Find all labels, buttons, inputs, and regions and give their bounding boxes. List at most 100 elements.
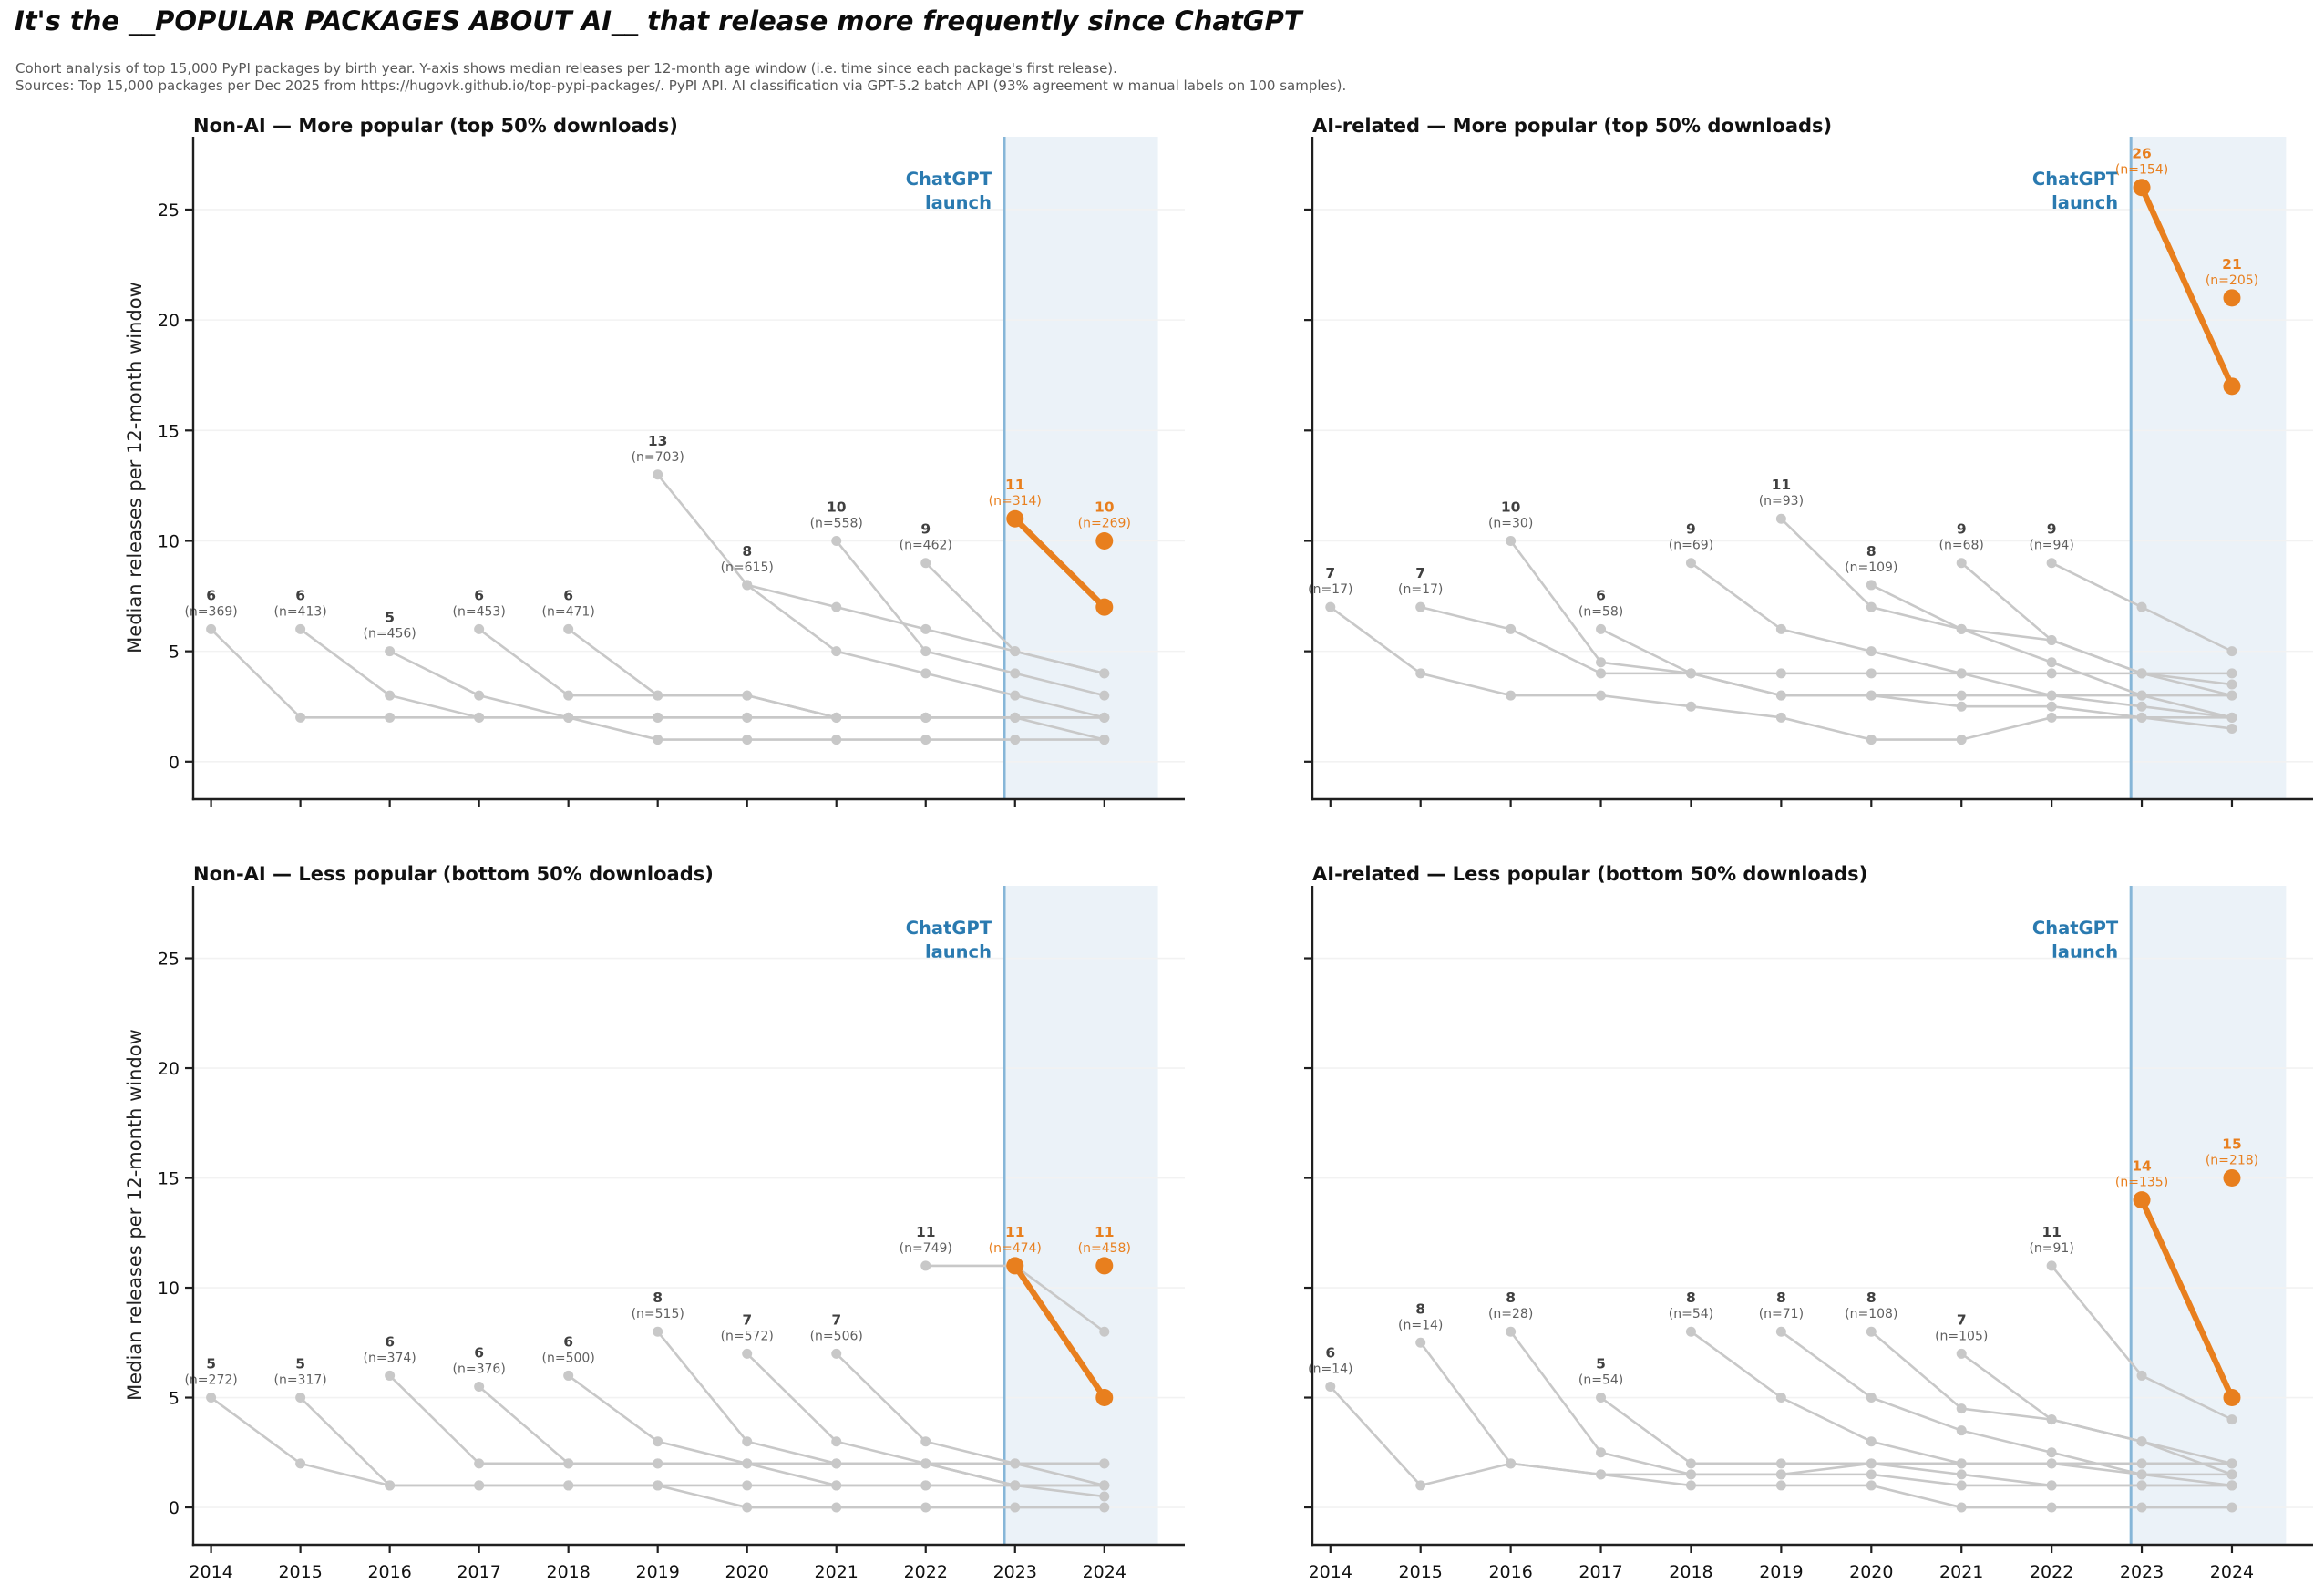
data-point xyxy=(385,690,396,701)
cohort-n-label: (n=453) xyxy=(453,604,506,619)
cohort-start-value-label: 8 xyxy=(1776,1290,1786,1306)
cohort-n-label: (n=54) xyxy=(1669,1307,1713,1321)
chatgpt-launch-annotation: ChatGPT launch xyxy=(718,917,992,964)
data-point xyxy=(1956,1502,1967,1513)
chatgpt-launch-line1: ChatGPT xyxy=(905,169,992,190)
data-point xyxy=(1956,668,1967,679)
cohort-line-2022 xyxy=(2046,1260,2237,1425)
cohort-start-value-label: 7 xyxy=(1325,565,1335,581)
cohort-line-2024 xyxy=(1095,531,1114,550)
cohort-path xyxy=(1959,561,2234,697)
cohort-line-2019 xyxy=(1775,1326,2237,1491)
y-tick-label: 20 xyxy=(158,311,180,331)
data-point xyxy=(2046,1447,2057,1458)
data-point xyxy=(2223,1389,2241,1407)
data-point xyxy=(2223,377,2241,396)
cohort-line-2021 xyxy=(1956,1348,2237,1480)
cohort-line-2023 xyxy=(2133,179,2241,396)
data-point xyxy=(1685,1469,1696,1480)
data-point xyxy=(2046,635,2057,646)
data-point xyxy=(831,735,842,745)
cohort-line-2015 xyxy=(295,623,1110,723)
cohort-path xyxy=(835,1352,1106,1487)
x-tick-label: 2020 xyxy=(725,1562,769,1582)
y-tick-label: 25 xyxy=(158,950,180,970)
cohort-n-label: (n=108) xyxy=(1845,1307,1897,1321)
cohort-start-value-label: 11 xyxy=(2041,1224,2062,1240)
cohort-n-label: (n=135) xyxy=(2115,1176,2168,1190)
chatgpt-launch-line2: launch xyxy=(924,941,992,962)
data-point xyxy=(1010,1480,1021,1491)
data-point xyxy=(831,1436,842,1447)
data-point xyxy=(742,735,753,745)
data-point xyxy=(920,1458,931,1469)
chart-svg-non-ai-more-popular: 6(n=369)6(n=413) 5(n=456)6(n=453)6(n=471)… xyxy=(158,137,1185,807)
data-point xyxy=(563,712,574,723)
chatgpt-launch-line2: launch xyxy=(924,192,992,213)
data-point xyxy=(1956,558,1967,569)
x-tick-label: 2015 xyxy=(1399,1562,1443,1582)
chatgpt-launch-line2: launch xyxy=(2051,192,2119,213)
cohort-n-label: (n=71) xyxy=(1759,1307,1804,1321)
cohort-n-label: (n=572) xyxy=(721,1329,774,1343)
cohort-start-value-label: 6 xyxy=(563,587,573,603)
x-tick-label: 2017 xyxy=(1578,1562,1622,1582)
cohort-n-label: (n=317) xyxy=(273,1373,326,1388)
cohort-n-label: (n=458) xyxy=(1078,1241,1131,1256)
cohort-path xyxy=(478,1385,1106,1465)
cohort-start-value-label: 7 xyxy=(1415,565,1425,581)
data-point xyxy=(1506,1458,1517,1469)
cohort-n-label: (n=17) xyxy=(1398,582,1443,597)
data-point xyxy=(1685,701,1696,712)
chatgpt-launch-line2: launch xyxy=(2051,941,2119,962)
cohort-start-value-label: 9 xyxy=(2047,521,2057,538)
cohort-start-value-label: 8 xyxy=(742,543,752,560)
cohort-start-value-label: 6 xyxy=(474,587,484,603)
data-point xyxy=(1956,735,1967,745)
chatgpt-launch-line1: ChatGPT xyxy=(2031,169,2119,190)
data-point xyxy=(474,1458,485,1469)
x-tick-label: 2017 xyxy=(457,1562,500,1582)
cohort-path xyxy=(1419,1341,2234,1509)
data-point xyxy=(1506,535,1517,546)
cohort-start-value-label: 6 xyxy=(474,1344,484,1361)
cohort-n-label: (n=218) xyxy=(2206,1154,2258,1168)
data-point xyxy=(474,1381,485,1392)
cohort-start-value-label: 15 xyxy=(2222,1136,2242,1153)
data-point xyxy=(295,712,306,723)
cohort-line-2024 xyxy=(1095,1257,1114,1275)
data-point xyxy=(206,1393,217,1403)
x-tick-label: 2019 xyxy=(636,1562,680,1582)
data-point xyxy=(2136,712,2147,723)
data-point xyxy=(2046,668,2057,679)
cohort-path xyxy=(1012,1262,1108,1401)
data-point xyxy=(920,668,931,679)
data-point xyxy=(1956,1469,1967,1480)
cohort-start-value-label: 8 xyxy=(1686,1290,1696,1306)
data-point xyxy=(474,623,485,634)
cohort-line-2022 xyxy=(920,558,1110,679)
data-point xyxy=(1775,513,1786,524)
data-point xyxy=(653,1458,663,1469)
cohort-start-value-label: 6 xyxy=(295,587,305,603)
data-point xyxy=(1866,580,1877,591)
data-point xyxy=(653,1326,663,1337)
x-tick-label: 2015 xyxy=(278,1562,322,1582)
cohort-start-value-label: 11 xyxy=(1005,477,1025,493)
cohort-line-2020 xyxy=(742,580,1110,723)
cohort-line-2020 xyxy=(1866,580,2237,723)
data-point xyxy=(2136,668,2147,679)
data-point xyxy=(2046,558,2057,569)
data-point xyxy=(1775,690,1786,701)
cohort-start-value-label: 11 xyxy=(1772,477,1792,493)
data-point xyxy=(1866,1458,1877,1469)
cohort-line-2023 xyxy=(2133,1191,2241,1407)
data-point xyxy=(1775,623,1786,634)
chatgpt-launch-annotation: ChatGPT launch xyxy=(718,168,992,215)
data-point xyxy=(1506,623,1517,634)
data-point xyxy=(1866,646,1877,657)
x-tick-label: 2022 xyxy=(2030,1562,2073,1582)
cohort-n-label: (n=500) xyxy=(542,1351,595,1365)
cohort-start-value-label: 11 xyxy=(916,1224,936,1240)
data-point xyxy=(742,580,753,591)
